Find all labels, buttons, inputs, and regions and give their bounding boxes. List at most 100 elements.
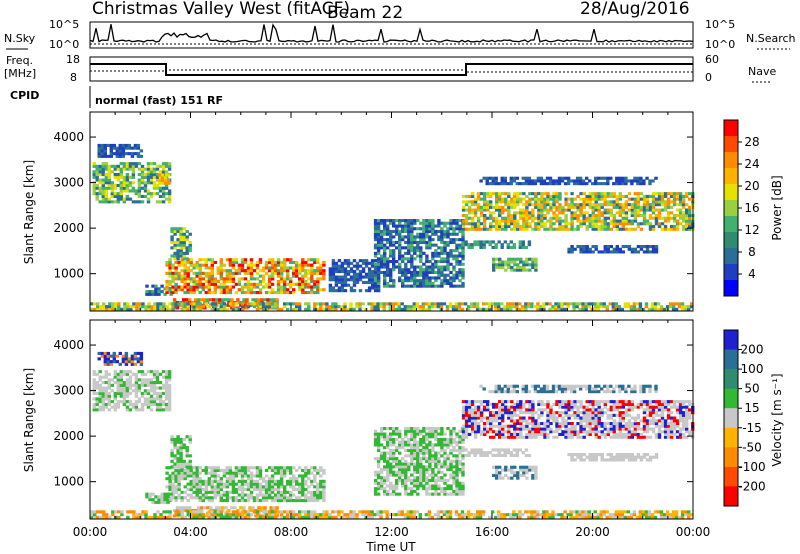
power-cell xyxy=(596,307,600,311)
velocity-cell xyxy=(257,506,261,510)
velocity-cell xyxy=(376,432,381,436)
velocity-cell xyxy=(243,510,248,514)
velocity-cell xyxy=(240,513,245,517)
power-cell xyxy=(504,216,508,220)
velocity-cell xyxy=(653,510,658,514)
velocity-cell xyxy=(140,394,145,398)
power-cell xyxy=(267,282,272,286)
power-cell xyxy=(401,254,405,258)
power-cell xyxy=(276,280,281,284)
power-cell xyxy=(234,291,239,295)
velocity-cell xyxy=(289,482,293,486)
power-cell xyxy=(504,192,508,196)
power-cell xyxy=(425,273,429,277)
power-cell xyxy=(421,307,425,311)
velocity-cell xyxy=(210,510,214,514)
power-cell xyxy=(507,224,511,228)
power-cell xyxy=(685,224,689,228)
power-cell xyxy=(389,268,393,272)
power-cell xyxy=(501,224,505,228)
power-cell xyxy=(570,216,574,220)
velocity-cell xyxy=(201,499,205,503)
power-cell xyxy=(364,261,369,265)
power-cell xyxy=(334,283,339,287)
power-cell xyxy=(428,221,432,225)
power-cell xyxy=(501,260,505,264)
velocity-cell xyxy=(261,496,266,500)
nsearch-tick-bottom: 10^0 xyxy=(705,38,735,51)
power-cell xyxy=(130,152,135,156)
velocity-cell xyxy=(105,515,109,519)
power-cell xyxy=(603,222,607,226)
velocity-cell xyxy=(322,479,326,483)
power-cell xyxy=(660,222,665,226)
power-cell xyxy=(671,302,676,306)
velocity-cell xyxy=(509,515,513,519)
power-cell xyxy=(152,181,157,185)
power-cell xyxy=(525,268,529,272)
power-cell xyxy=(539,176,544,180)
power-cell xyxy=(364,264,369,268)
power-cell xyxy=(539,305,543,309)
power-cell xyxy=(672,203,677,207)
power-cell xyxy=(513,268,517,272)
power-cell xyxy=(128,167,133,171)
power-cell xyxy=(109,146,113,150)
velocity-cell xyxy=(395,487,399,491)
power-cell xyxy=(182,257,186,261)
power-cell xyxy=(167,194,172,198)
velocity-cell xyxy=(149,383,154,387)
velocity-cell xyxy=(680,510,685,514)
power-cell xyxy=(479,245,483,249)
velocity-cell xyxy=(139,357,144,361)
power-cell xyxy=(195,307,199,311)
velocity-cell xyxy=(198,466,202,470)
power-cell xyxy=(183,274,187,278)
power-cell xyxy=(688,214,692,218)
power-cell xyxy=(461,194,466,198)
power-cell xyxy=(483,227,487,231)
velocity-cell xyxy=(137,400,142,404)
power-cell xyxy=(469,305,474,309)
velocity-cell xyxy=(101,405,105,409)
power-cell xyxy=(495,224,499,228)
power-cell xyxy=(279,271,284,275)
power-cell xyxy=(355,305,359,309)
power-cell xyxy=(540,208,544,212)
power-cell xyxy=(207,266,211,270)
velocity-cell xyxy=(122,400,127,404)
velocity-cell xyxy=(152,381,157,385)
power-cell xyxy=(410,273,414,277)
power-cell xyxy=(195,285,199,289)
power-cell xyxy=(594,227,598,231)
power-cell xyxy=(286,277,290,281)
power-cell xyxy=(389,238,393,242)
velocity-cell xyxy=(164,402,169,406)
velocity-cell xyxy=(398,492,402,496)
power-cell xyxy=(392,221,396,225)
power-cell xyxy=(449,276,453,280)
power-cell xyxy=(386,265,390,269)
power-cell xyxy=(549,224,553,228)
power-cell xyxy=(588,194,592,198)
power-cell xyxy=(606,208,610,212)
velocity-cell xyxy=(258,488,263,492)
power-cell xyxy=(642,245,647,249)
power-cell xyxy=(473,211,478,215)
power-cell xyxy=(334,264,339,268)
velocity-cell xyxy=(207,513,211,517)
velocity-cell xyxy=(401,457,405,461)
velocity-cell xyxy=(331,510,335,514)
velocity-cell xyxy=(176,462,180,466)
velocity-cell xyxy=(264,468,269,472)
power-cell xyxy=(573,211,577,215)
power-cell xyxy=(367,261,372,265)
velocity-cell xyxy=(121,354,126,358)
power-cell xyxy=(597,250,601,254)
power-cell xyxy=(95,178,99,182)
power-cell xyxy=(666,219,671,223)
velocity-cell xyxy=(231,488,236,492)
power-cell xyxy=(180,307,184,311)
velocity-cell xyxy=(255,513,260,517)
power-cell xyxy=(446,265,450,269)
